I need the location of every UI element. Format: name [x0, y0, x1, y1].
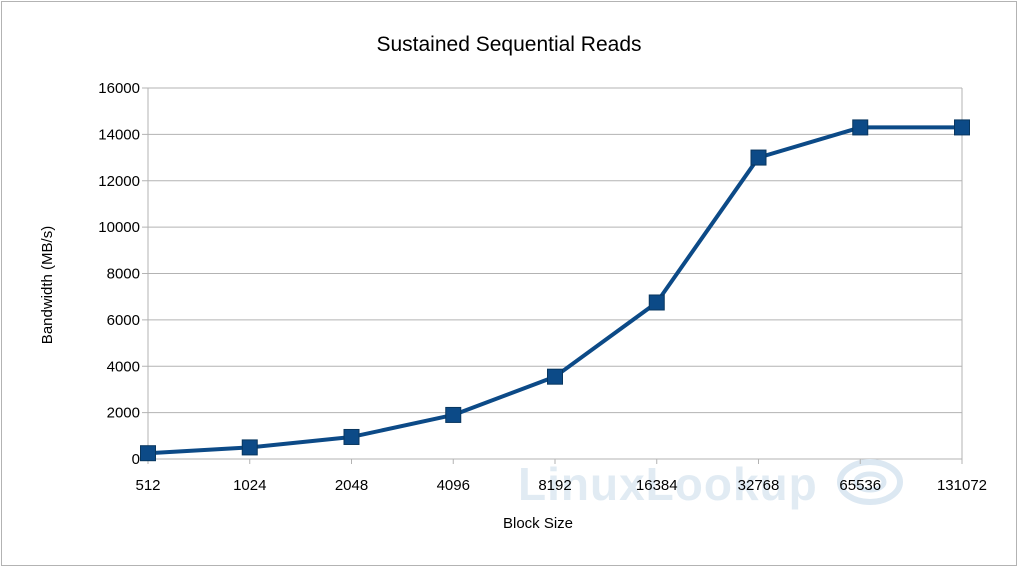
data-point-marker: [648, 294, 665, 311]
axis-layer: 0 2000 4000 6000 8000 10000 12000 14000 16000 512…: [98, 80, 987, 494]
y-tick-label: 0: [132, 451, 140, 468]
data-point-marker: [954, 119, 970, 136]
x-tick-label: 32768: [738, 477, 780, 494]
data-point-marker: [343, 428, 360, 445]
watermark-text: LinuxLookup: [518, 458, 818, 510]
x-tick-label: 131072: [937, 477, 987, 494]
series-line: [147, 125, 962, 456]
y-tick-label: 2000: [107, 405, 140, 422]
y-tick-label: 4000: [107, 358, 140, 375]
data-point-marker: [241, 439, 258, 456]
y-tick-label: 16000: [98, 80, 140, 97]
x-tick-label: 1024: [233, 477, 266, 494]
data-point-marker: [750, 149, 767, 166]
x-tick-label: 2048: [335, 477, 368, 494]
y-tick-label: 10000: [98, 219, 140, 236]
y-axis-label: Bandwidth (MB/s): [39, 226, 56, 344]
data-point-marker: [852, 119, 869, 136]
x-tick-label: 4096: [437, 477, 470, 494]
y-tick-label: 8000: [107, 266, 140, 283]
y-tick-label: 6000: [107, 312, 140, 329]
watermark-logo-icon: [837, 459, 903, 505]
data-point-marker: [547, 368, 563, 385]
x-tick-label: 8192: [538, 477, 571, 494]
grid-layer: [147, 87, 963, 460]
series-layer: [140, 119, 970, 462]
x-tick-label: 512: [135, 477, 160, 494]
watermark-layer: LinuxLookup: [518, 458, 903, 510]
data-point-marker: [445, 406, 462, 423]
x-tick-label: 16384: [636, 477, 678, 494]
x-axis-label: Block Size: [503, 515, 573, 532]
x-tick-label: 65536: [839, 477, 881, 494]
data-point-marker: [140, 445, 156, 462]
chart-title: Sustained Sequential Reads: [376, 33, 641, 56]
y-tick-label: 14000: [98, 126, 140, 143]
y-tick-label: 12000: [98, 173, 140, 190]
